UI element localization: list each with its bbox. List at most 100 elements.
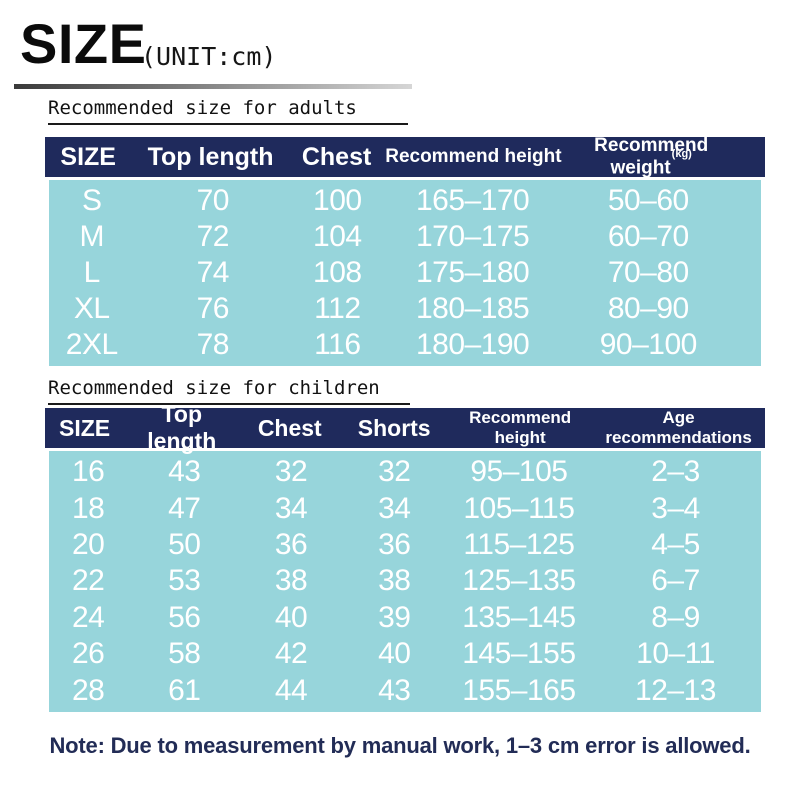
table-cell: 47	[168, 491, 201, 525]
column-header: Chest	[301, 142, 372, 171]
table-cell: 58	[168, 637, 201, 671]
column-header: SIZE	[59, 414, 111, 441]
table-cell: 6–7	[651, 564, 700, 598]
table-cell: 72	[196, 220, 230, 253]
table-cell: 80–90	[607, 292, 689, 325]
table-cell: 100	[313, 184, 362, 217]
table-row: 16 43 32 32 95–105 2–3	[49, 454, 761, 490]
table-cell: 104	[313, 220, 362, 253]
adults-table-body: S 70 100 165–170 50–60 M 72 104 170–175 60–70 L 74 1…	[49, 180, 761, 366]
table-cell: 3–4	[651, 491, 700, 525]
table-cell: 115–125	[463, 527, 575, 561]
table-cell: 145–155	[462, 637, 576, 671]
table-cell: 60–70	[607, 220, 689, 253]
table-cell: 95–105	[470, 455, 568, 489]
table-row: 2XL 78 116 180–190 90–100	[49, 327, 761, 363]
table-cell: 70–80	[607, 256, 689, 289]
table-cell: 20	[71, 527, 105, 561]
table-cell: 53	[168, 564, 201, 598]
table-cell: 34	[274, 491, 308, 525]
table-cell: 24	[71, 600, 105, 634]
table-cell: 2XL	[65, 328, 118, 361]
table-cell: 74	[196, 256, 230, 289]
table-row: XL 76 112 180–185 80–90	[49, 291, 761, 327]
table-cell: 78	[196, 328, 230, 361]
column-header: Shorts	[357, 414, 431, 441]
children-section-title: Recommended size for children	[48, 377, 410, 405]
kg-unit-superscript: (kg)	[671, 147, 692, 160]
table-cell: 90–100	[599, 328, 698, 361]
table-cell: L	[83, 256, 101, 289]
table-cell: 16	[71, 455, 105, 489]
table-cell: 76	[196, 292, 230, 325]
adults-section-title: Recommended size for adults	[48, 97, 408, 125]
table-cell: 43	[168, 455, 201, 489]
table-row: S 70 100 165–170 50–60	[49, 183, 761, 219]
table-cell: 42	[274, 637, 308, 671]
table-cell: S	[81, 184, 102, 217]
table-cell: M	[79, 220, 104, 253]
unit-label: (UNIT:cm)	[141, 42, 277, 71]
table-row: 28 61 44 43 155–165 12–13	[49, 672, 761, 708]
table-cell: 105–115	[463, 491, 575, 525]
children-table-body: 16 43 32 32 95–105 2–3 18 47 34 34 105–115 3–4 20 50 3…	[49, 451, 761, 712]
measurement-note: Note: Due to measurement by manual work,…	[49, 733, 751, 758]
table-cell: 112	[314, 292, 361, 325]
children-size-table: SIZE Top length Chest Shorts Recommend h…	[45, 401, 765, 712]
table-cell: 116	[314, 328, 361, 361]
table-cell: 38	[274, 564, 308, 598]
column-header: Recommend height	[469, 408, 572, 447]
table-cell: 34	[378, 491, 411, 525]
table-cell: 180–185	[415, 292, 530, 325]
column-header: Top length	[147, 401, 217, 454]
table-row: 22 53 38 38 125–135 6–7	[49, 563, 761, 599]
table-cell: 39	[378, 600, 411, 634]
table-cell: 26	[71, 637, 105, 671]
column-header-label: Recommend weight	[594, 134, 709, 179]
table-cell: 40	[274, 600, 308, 634]
table-cell: 10–11	[636, 637, 715, 671]
table-cell: 50	[168, 527, 201, 561]
table-row: 20 50 36 36 115–125 4–5	[49, 527, 761, 563]
table-cell: 44	[274, 673, 308, 707]
table-row: 24 56 40 39 135–145 8–9	[49, 600, 761, 636]
table-row: L 74 108 175–180 70–80	[49, 255, 761, 291]
table-cell: 50–60	[607, 184, 689, 217]
column-header: Age recommendations	[605, 408, 752, 447]
table-cell: 56	[168, 600, 201, 634]
table-cell: 22	[71, 564, 105, 598]
table-row: 18 47 34 34 105–115 3–4	[49, 490, 761, 526]
table-cell: 135–145	[462, 600, 576, 634]
column-header: Recommend height	[385, 146, 562, 167]
table-cell: 38	[378, 564, 411, 598]
table-cell: 108	[313, 256, 362, 289]
table-cell: 2–3	[651, 455, 700, 489]
adults-table-header-row: SIZE Top length Chest Recommend height R…	[45, 135, 765, 179]
table-cell: 40	[378, 637, 411, 671]
children-table-header-row: SIZE Top length Chest Shorts Recommend h…	[45, 401, 765, 454]
page-title: SIZE	[20, 12, 147, 75]
column-header: Top length	[147, 142, 274, 171]
table-cell: 8–9	[651, 600, 700, 634]
table-cell: 165–170	[415, 184, 530, 217]
table-cell: 28	[71, 673, 105, 707]
title-divider	[14, 84, 412, 89]
table-cell: 4–5	[651, 527, 700, 561]
table-cell: 36	[378, 527, 411, 561]
table-row: 26 58 42 40 145–155 10–11	[49, 636, 761, 672]
adults-size-table: SIZE Top length Chest Recommend height R…	[45, 135, 765, 366]
table-cell: 180–190	[415, 328, 530, 361]
table-cell: 18	[71, 491, 105, 525]
table-cell: 12–13	[635, 673, 716, 707]
table-cell: 43	[378, 673, 411, 707]
column-header: Chest	[257, 414, 322, 441]
table-cell: 32	[274, 455, 308, 489]
table-cell: 36	[274, 527, 308, 561]
table-cell: 61	[168, 673, 201, 707]
column-header: Recommend weight(kg)	[563, 135, 765, 179]
table-cell: 125–135	[462, 564, 576, 598]
table-cell: 155–165	[462, 673, 576, 707]
table-cell: 170–175	[415, 220, 530, 253]
table-cell: 70	[196, 184, 230, 217]
